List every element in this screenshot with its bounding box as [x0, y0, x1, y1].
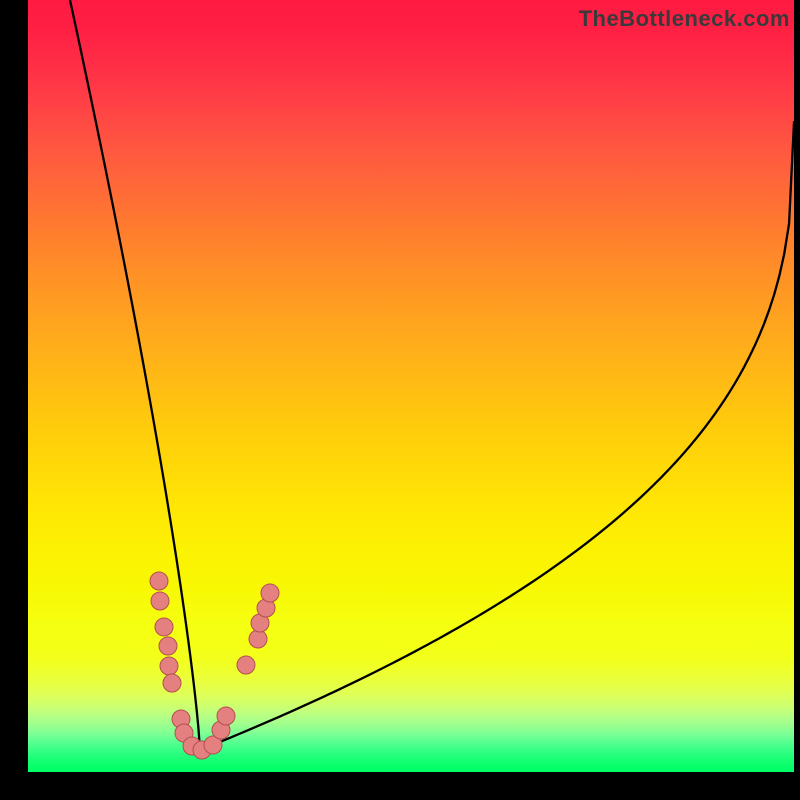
marker-point — [150, 572, 168, 590]
watermark-text: TheBottleneck.com — [579, 6, 790, 32]
marker-point — [159, 637, 177, 655]
gradient-background — [28, 0, 794, 772]
marker-point — [261, 584, 279, 602]
border-left — [0, 0, 28, 800]
marker-point — [151, 592, 169, 610]
marker-point — [160, 657, 178, 675]
border-right — [794, 0, 800, 800]
border-bottom — [0, 772, 800, 800]
marker-point — [155, 618, 173, 636]
marker-point — [217, 707, 235, 725]
bottleneck-chart — [0, 0, 800, 800]
marker-point — [237, 656, 255, 674]
marker-point — [163, 674, 181, 692]
marker-point — [249, 630, 267, 648]
